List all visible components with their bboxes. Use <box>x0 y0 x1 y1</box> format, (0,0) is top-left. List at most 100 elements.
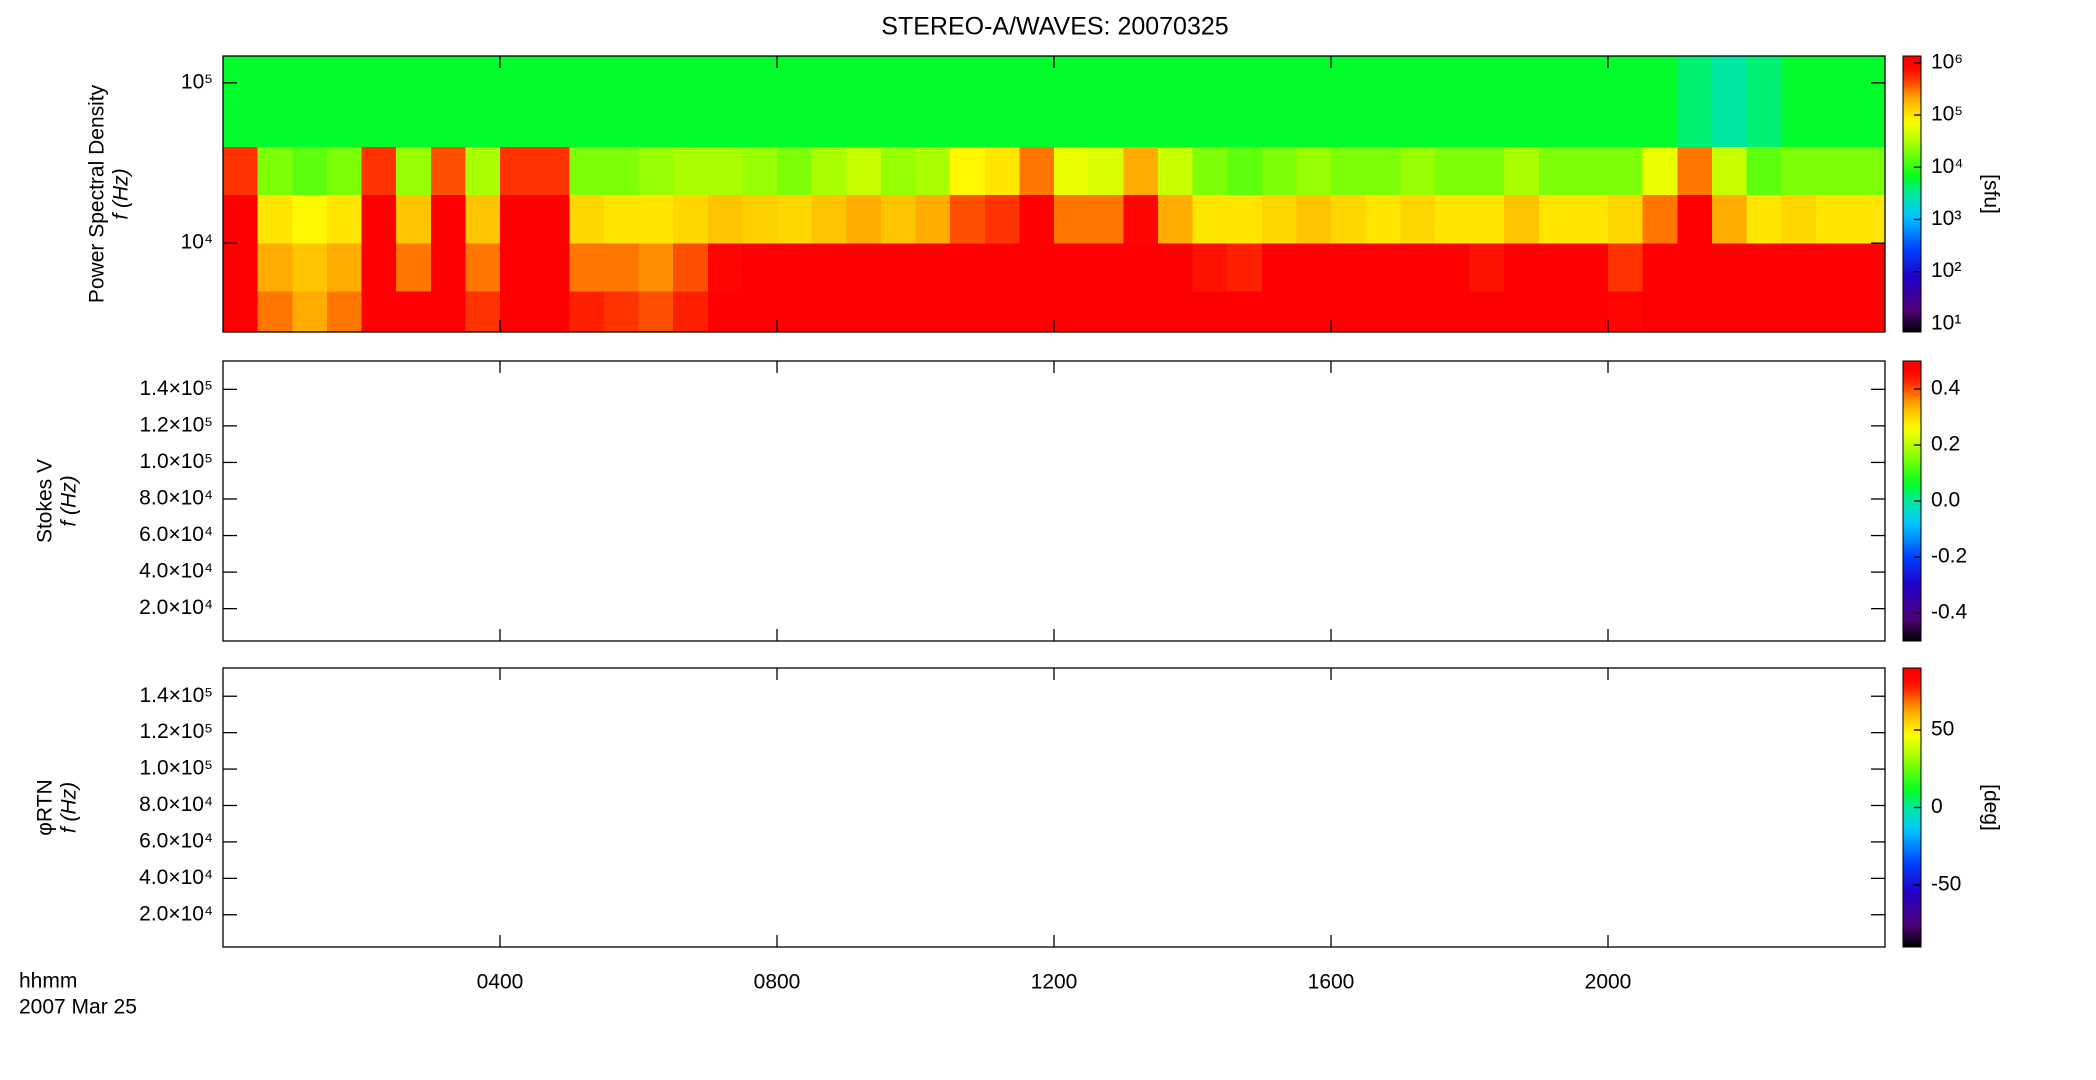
heatmap-cell <box>1538 243 1574 292</box>
heatmap-cell <box>257 243 293 292</box>
heatmap-cell <box>1469 243 1505 292</box>
x-tick-label: 2000 <box>1585 971 1632 994</box>
heatmap-cell <box>1538 146 1574 196</box>
heatmap-cell <box>1192 56 1228 147</box>
heatmap-cell <box>500 291 536 333</box>
heatmap-cell <box>1434 56 1471 147</box>
heatmap-cell <box>430 243 466 292</box>
heatmap-cell <box>569 291 605 333</box>
y-tick-label: 2.0×10⁴ <box>139 596 213 619</box>
y-tick-label: 6.0×10⁴ <box>139 829 213 852</box>
heatmap-cell <box>1088 146 1124 196</box>
y-axis-label: Power Spectral Density <box>86 84 109 303</box>
heatmap-cell <box>326 243 363 292</box>
x-tick-label: 0800 <box>754 971 801 994</box>
heatmap-cell <box>811 243 847 292</box>
heatmap-cell <box>1746 243 1782 292</box>
heatmap-cell <box>1261 146 1297 196</box>
heatmap-cell <box>1469 56 1505 147</box>
heatmap-cell <box>984 291 1020 333</box>
heatmap-cell <box>569 243 605 292</box>
heatmap-cell <box>1850 243 1886 292</box>
heatmap-cell <box>396 243 432 292</box>
heatmap-cell <box>1019 243 1055 292</box>
heatmap-cell <box>1573 56 1609 147</box>
heatmap-cell <box>1746 194 1782 244</box>
heatmap-cell <box>396 56 432 147</box>
heatmap-cell <box>1192 243 1228 292</box>
heatmap-cell <box>292 146 328 196</box>
heatmap-cell <box>1711 194 1748 244</box>
colorbar-label: [sfu] <box>1979 174 2002 214</box>
heatmap-cell <box>880 243 917 292</box>
y-axis-label: f (Hz) <box>58 782 81 833</box>
heatmap-cell <box>950 146 986 196</box>
heatmap-cell <box>707 243 743 292</box>
heatmap-cell <box>603 146 640 196</box>
heatmap-cell <box>1157 56 1194 147</box>
y-tick-label: 1.4×10⁵ <box>139 377 213 400</box>
heatmap-cell <box>361 291 397 333</box>
heatmap-cell <box>1123 243 1159 292</box>
x-tick-label: 0400 <box>477 971 524 994</box>
heatmap-cell <box>223 243 259 292</box>
heatmap-cell <box>1469 291 1505 333</box>
heatmap-cell <box>846 56 882 147</box>
y-tick-label: 8.0×10⁴ <box>139 793 213 816</box>
heatmap-cell <box>1400 291 1436 333</box>
y-tick-label: 1.0×10⁵ <box>139 757 213 780</box>
colorbar-tick-label: 10⁵ <box>1931 103 1963 126</box>
heatmap-cell <box>1365 194 1401 244</box>
heatmap-cell <box>1642 56 1678 147</box>
heatmap-cell <box>1157 146 1194 196</box>
heatmap-cell <box>1088 56 1124 147</box>
heatmap-cell <box>1227 291 1263 333</box>
heatmap-cell <box>846 291 882 333</box>
x-tick-label: 1200 <box>1031 971 1078 994</box>
y-tick-label: 4.0×10⁴ <box>139 560 213 583</box>
heatmap-cell <box>915 194 951 244</box>
heatmap-cell <box>500 243 536 292</box>
colorbar-tick-label: -0.4 <box>1931 601 1968 624</box>
heatmap-cell <box>1504 194 1540 244</box>
heatmap-cell <box>1573 146 1609 196</box>
heatmap-cell <box>1781 194 1817 244</box>
heatmap-cell <box>1400 243 1436 292</box>
heatmap-cell <box>1573 291 1609 333</box>
y-axis-label: Stokes V <box>34 459 57 543</box>
heatmap-cell <box>880 56 917 147</box>
heatmap-cell <box>1642 146 1678 196</box>
heatmap-cell <box>846 243 882 292</box>
y-axis-label: φRTN <box>34 779 57 835</box>
heatmap-cell <box>1227 146 1263 196</box>
heatmap-cell <box>638 146 674 196</box>
heatmap-cell <box>1019 56 1055 147</box>
colorbar-tick-label: 0 <box>1931 795 1943 818</box>
heatmap-cell <box>430 291 466 333</box>
heatmap-cell <box>292 243 328 292</box>
heatmap-cell <box>1642 194 1678 244</box>
heatmap-cell <box>984 146 1020 196</box>
heatmap-cell <box>257 146 293 196</box>
heatmap-cell <box>1227 243 1263 292</box>
heatmap-cell <box>1850 146 1886 196</box>
heatmap-cell <box>1781 146 1817 196</box>
colorbar-tick-label: -50 <box>1931 873 1961 896</box>
colorbar-tick-label: -0.2 <box>1931 545 1967 568</box>
heatmap-cell <box>1434 146 1471 196</box>
heatmap-cell <box>638 56 674 147</box>
heatmap-cell <box>915 56 951 147</box>
heatmap-cell <box>1608 194 1644 244</box>
y-tick-label: 8.0×10⁴ <box>139 487 213 510</box>
heatmap-cell <box>1123 56 1159 147</box>
heatmap-cell <box>846 194 882 244</box>
heatmap-cell <box>1261 291 1297 333</box>
heatmap-cell <box>1088 243 1124 292</box>
heatmap-cell <box>915 291 951 333</box>
y-axis-label: f (Hz) <box>58 475 81 526</box>
heatmap-cell <box>396 291 432 333</box>
heatmap-cell <box>430 146 466 196</box>
heatmap-cell <box>465 146 501 196</box>
heatmap-cell <box>1504 56 1540 147</box>
